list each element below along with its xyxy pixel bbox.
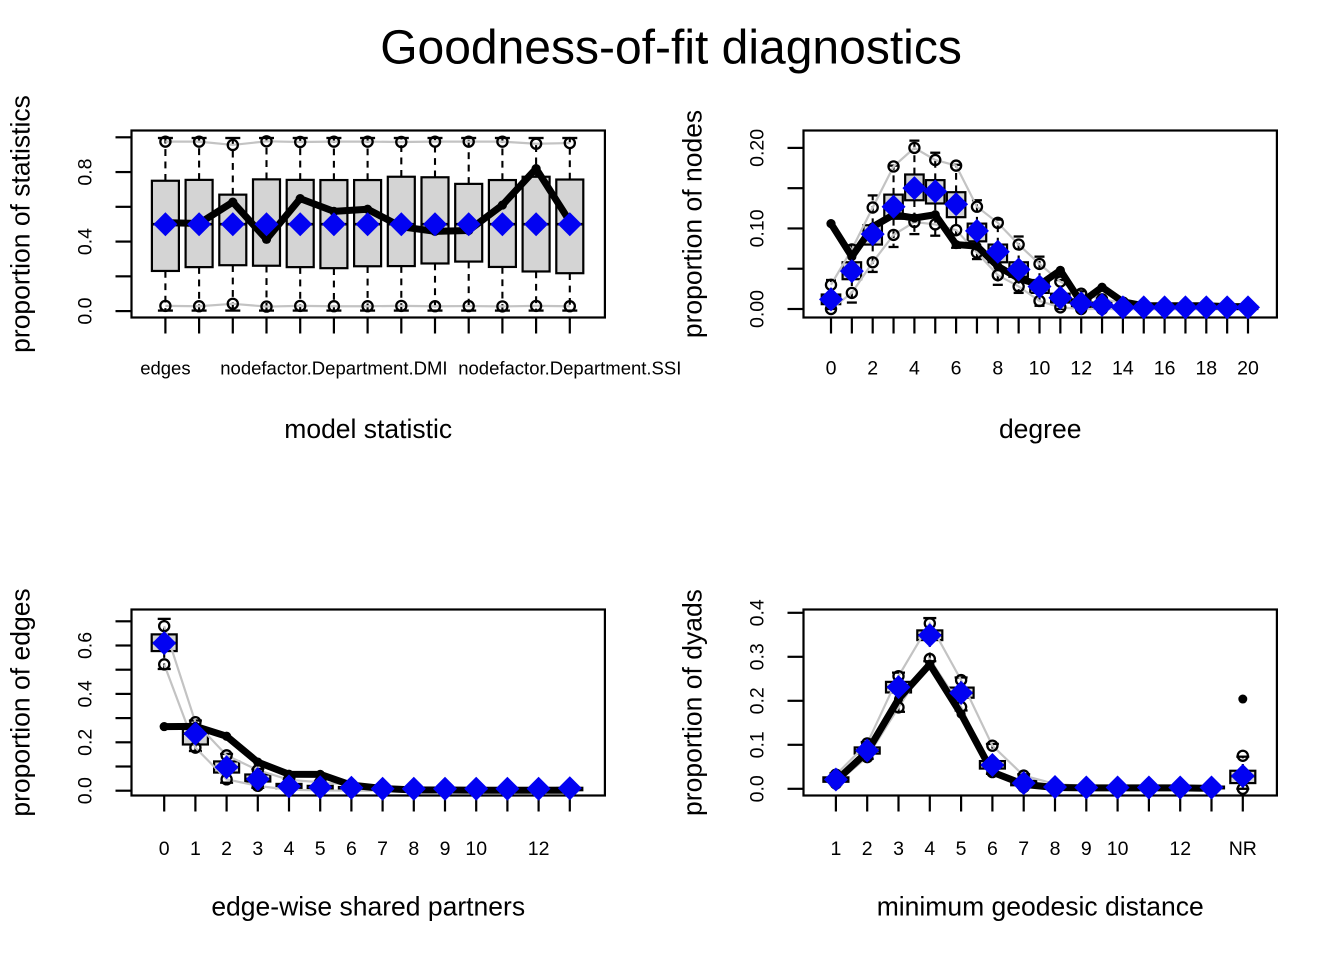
svg-text:20: 20	[1237, 358, 1259, 380]
svg-text:7: 7	[1018, 838, 1029, 860]
svg-text:0.8: 0.8	[75, 159, 97, 186]
svg-text:proportion of edges: proportion of edges	[6, 588, 36, 816]
svg-text:12: 12	[1070, 358, 1092, 380]
svg-text:18: 18	[1195, 358, 1217, 380]
svg-text:14: 14	[1112, 358, 1134, 380]
svg-text:5: 5	[315, 838, 326, 860]
svg-text:3: 3	[893, 838, 904, 860]
svg-text:8: 8	[408, 838, 419, 860]
svg-text:0.4: 0.4	[747, 599, 769, 626]
svg-text:10: 10	[1107, 838, 1129, 860]
svg-text:6: 6	[987, 838, 998, 860]
svg-text:0.00: 0.00	[747, 290, 769, 328]
svg-text:8: 8	[992, 358, 1003, 380]
svg-text:0.3: 0.3	[747, 643, 769, 670]
svg-text:degree: degree	[999, 414, 1082, 444]
svg-text:0.20: 0.20	[747, 129, 769, 167]
svg-text:NR: NR	[1229, 838, 1257, 860]
svg-text:0.2: 0.2	[75, 729, 97, 756]
svg-text:5: 5	[956, 838, 967, 860]
svg-text:4: 4	[909, 358, 920, 380]
svg-text:2: 2	[867, 358, 878, 380]
svg-text:1: 1	[830, 838, 841, 860]
svg-text:0.4: 0.4	[75, 680, 97, 707]
svg-text:10: 10	[465, 838, 487, 860]
svg-text:0.0: 0.0	[747, 775, 769, 802]
svg-text:proportion of dyads: proportion of dyads	[678, 589, 708, 816]
svg-text:9: 9	[440, 838, 451, 860]
svg-text:proportion of statistics: proportion of statistics	[6, 95, 36, 353]
svg-text:nodefactor.Department.DMI: nodefactor.Department.DMI	[220, 357, 447, 378]
svg-text:2: 2	[862, 838, 873, 860]
svg-text:0.0: 0.0	[75, 777, 97, 804]
svg-text:0.6: 0.6	[75, 632, 97, 659]
svg-text:6: 6	[346, 838, 357, 860]
svg-text:6: 6	[951, 358, 962, 380]
svg-text:4: 4	[284, 838, 295, 860]
svg-text:model statistic: model statistic	[284, 414, 452, 444]
svg-text:0.1: 0.1	[747, 731, 769, 758]
svg-text:12: 12	[1169, 838, 1191, 860]
svg-text:2: 2	[221, 838, 232, 860]
svg-text:edge-wise shared partners: edge-wise shared partners	[211, 892, 525, 922]
svg-text:minimum geodesic distance: minimum geodesic distance	[877, 892, 1204, 922]
svg-text:nodefactor.Department.SSI: nodefactor.Department.SSI	[458, 357, 681, 378]
svg-text:0.10: 0.10	[747, 209, 769, 247]
svg-text:0.2: 0.2	[747, 687, 769, 714]
svg-text:edges: edges	[140, 357, 190, 378]
svg-text:0.0: 0.0	[75, 297, 97, 324]
svg-text:3: 3	[252, 838, 263, 860]
svg-text:proportion of nodes: proportion of nodes	[678, 110, 708, 338]
svg-text:0: 0	[826, 358, 837, 380]
svg-text:4: 4	[924, 838, 935, 860]
svg-text:1: 1	[190, 838, 201, 860]
svg-text:16: 16	[1154, 358, 1176, 380]
svg-text:Goodness-of-fit diagnostics: Goodness-of-fit diagnostics	[380, 21, 962, 74]
svg-text:0.4: 0.4	[75, 228, 97, 255]
svg-text:12: 12	[528, 838, 550, 860]
svg-text:7: 7	[377, 838, 388, 860]
svg-text:0: 0	[159, 838, 170, 860]
svg-text:8: 8	[1050, 838, 1061, 860]
svg-text:10: 10	[1029, 358, 1051, 380]
svg-text:9: 9	[1081, 838, 1092, 860]
